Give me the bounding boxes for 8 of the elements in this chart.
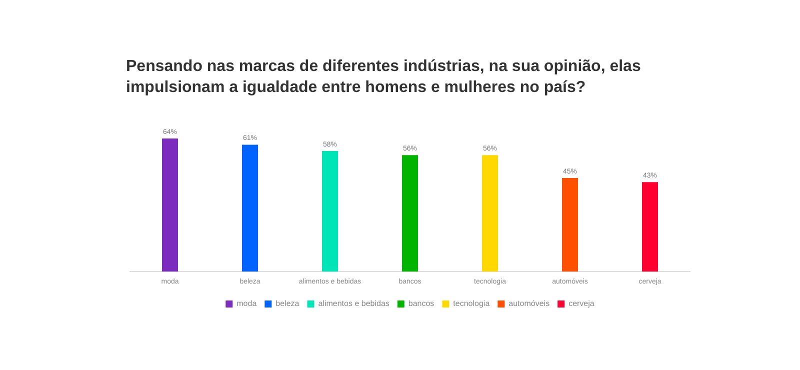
legend-label: moda — [236, 299, 258, 308]
legend-label: bancos — [408, 299, 434, 308]
legend-label: beleza — [276, 299, 300, 308]
legend-label: alimentos e bebidas — [318, 299, 390, 308]
chart-title: Pensando nas marcas de diferentes indústrias, na sua opinião, elas impulsionam a igualdade entre homens e mulheres no país? — [126, 57, 642, 98]
legend-label: automóveis — [508, 299, 550, 308]
legend-label: tecnologia — [453, 299, 490, 308]
legend-label: cerveja — [568, 299, 595, 308]
